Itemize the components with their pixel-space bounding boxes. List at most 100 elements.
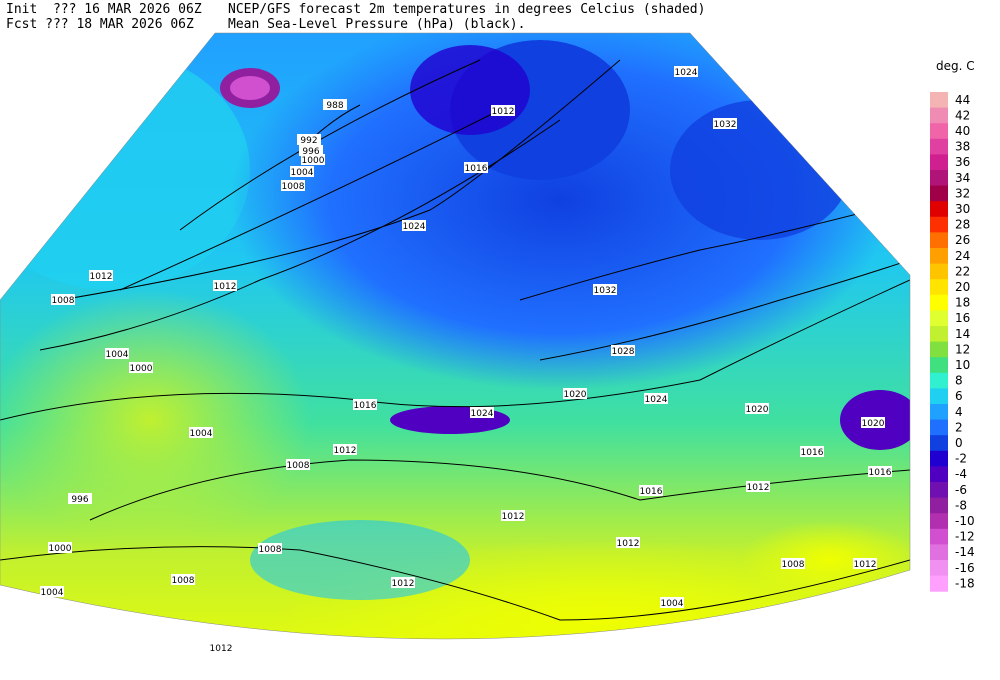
isobar-label: 1008	[52, 296, 75, 306]
isobar-label-bg	[391, 577, 415, 588]
colorbar-cell	[930, 435, 948, 452]
isobar-label: 1012	[392, 579, 415, 589]
isobar-label-bg	[470, 407, 494, 418]
isobar-label: 1016	[640, 487, 663, 497]
colorbar-cell	[930, 341, 948, 358]
isobar-label: 1032	[714, 120, 737, 130]
isobar-label-bg	[129, 362, 153, 373]
colorbar-label: 10	[955, 358, 970, 372]
colorbar-label: -12	[955, 530, 975, 544]
isobar-label-bg	[745, 403, 769, 414]
isobar-label-bg	[301, 154, 325, 165]
colorbar-label: -18	[955, 576, 975, 590]
colorbar-label: 42	[955, 108, 970, 122]
colorbar-cell	[930, 232, 948, 249]
isobar-label: 1008	[282, 182, 305, 192]
isobar-label: 1016	[465, 164, 488, 174]
isobar-label-bg	[674, 66, 698, 77]
isobar-label: 1008	[172, 576, 195, 586]
colorbar: 4442403836343230282624222018161412108642…	[930, 92, 975, 592]
isobar-label-bg	[861, 417, 885, 428]
isobar-label-bg	[189, 427, 213, 438]
isobar-label: 1004	[41, 588, 64, 598]
colorbar-cell	[930, 201, 948, 218]
colorbar-label: 34	[955, 171, 970, 185]
isobar-label: 988	[326, 101, 343, 111]
colorbar-cell	[930, 326, 948, 343]
isobar-label: 996	[71, 495, 88, 505]
colorbar-cell	[930, 450, 948, 467]
colorbar-cell	[930, 185, 948, 202]
colorbar-label: 22	[955, 264, 970, 278]
isobar-label-bg	[68, 493, 92, 504]
isobar-label: 1020	[564, 390, 587, 400]
colorbar-label: -10	[955, 514, 975, 528]
isobar-label-bg	[639, 485, 663, 496]
colorbar-label: -16	[955, 561, 975, 575]
isobar-label: 1032	[594, 286, 617, 296]
colorbar-cell	[930, 123, 948, 140]
isobar-label-bg	[593, 284, 617, 295]
isobar-label: 1012	[214, 282, 237, 292]
isobar-label: 1024	[471, 409, 494, 419]
colorbar-cell	[930, 513, 948, 530]
isobar-label: 1016	[869, 468, 892, 478]
isobar-label: 1016	[354, 401, 377, 411]
isobar-label-bg	[853, 558, 877, 569]
isobar-label: 1012	[854, 560, 877, 570]
colorbar-label: 16	[955, 311, 970, 325]
isobar-label: 1012	[747, 483, 770, 493]
temperature-field	[0, 33, 910, 639]
isobar-label-bg	[464, 162, 488, 173]
colorbar-label: 4	[955, 405, 963, 419]
isobar-label-bg	[616, 537, 640, 548]
isobar-label: 992	[300, 136, 317, 146]
colorbar-label: -8	[955, 498, 967, 512]
isobar-label: 1024	[403, 222, 426, 232]
isobar-label: 1012	[90, 272, 113, 282]
colorbar-label: 20	[955, 280, 970, 294]
init-time: Init ??? 16 MAR 2026 06Z	[6, 2, 202, 17]
isobar-label-bg	[491, 105, 515, 116]
subtitle: Mean Sea-Level Pressure (hPa) (black).	[228, 17, 525, 32]
isobar-label: 1016	[801, 448, 824, 458]
colorbar-cell	[930, 419, 948, 436]
isobar-label: 1020	[746, 405, 769, 415]
colorbar-cell	[930, 216, 948, 233]
colorbar-label: 0	[955, 436, 963, 450]
colorbar-label: 6	[955, 389, 963, 403]
colorbar-label: 2	[955, 420, 963, 434]
domain-border	[0, 32, 911, 640]
colorbar-cell	[930, 154, 948, 171]
isobar-label-bg	[40, 586, 64, 597]
isobar-label-bg	[105, 348, 129, 359]
colorbar-cell	[930, 107, 948, 124]
isobar-label: 1024	[645, 395, 668, 405]
isobar-label-bg	[51, 294, 75, 305]
legend-title: deg. C	[936, 59, 975, 73]
isobar-label: 1000	[130, 364, 153, 374]
isobar-label-bg	[258, 543, 282, 554]
isobar-label: 1004	[190, 429, 213, 439]
colorbar-cell	[930, 388, 948, 405]
colorbar-cell	[930, 544, 948, 561]
colorbar-label: 38	[955, 140, 970, 154]
isobar-label: 1004	[106, 350, 129, 360]
isobar-label-bg	[299, 145, 323, 156]
colorbar-label: -2	[955, 452, 967, 466]
colorbar-label: 32	[955, 186, 970, 200]
colorbar-cell	[930, 170, 948, 187]
colorbar-cell	[930, 404, 948, 421]
colorbar-label: 8	[955, 374, 963, 388]
isobar-label-bg	[800, 446, 824, 457]
isobar-label-bg	[713, 118, 737, 129]
isobar-label-bg	[746, 481, 770, 492]
colorbar-cell	[930, 497, 948, 514]
colorbar-label: 24	[955, 249, 970, 263]
isobar-label-bg	[611, 345, 635, 356]
isobar-label-bg	[286, 459, 310, 470]
isobar-label-bg	[333, 444, 357, 455]
colorbar-label: 44	[955, 93, 970, 107]
